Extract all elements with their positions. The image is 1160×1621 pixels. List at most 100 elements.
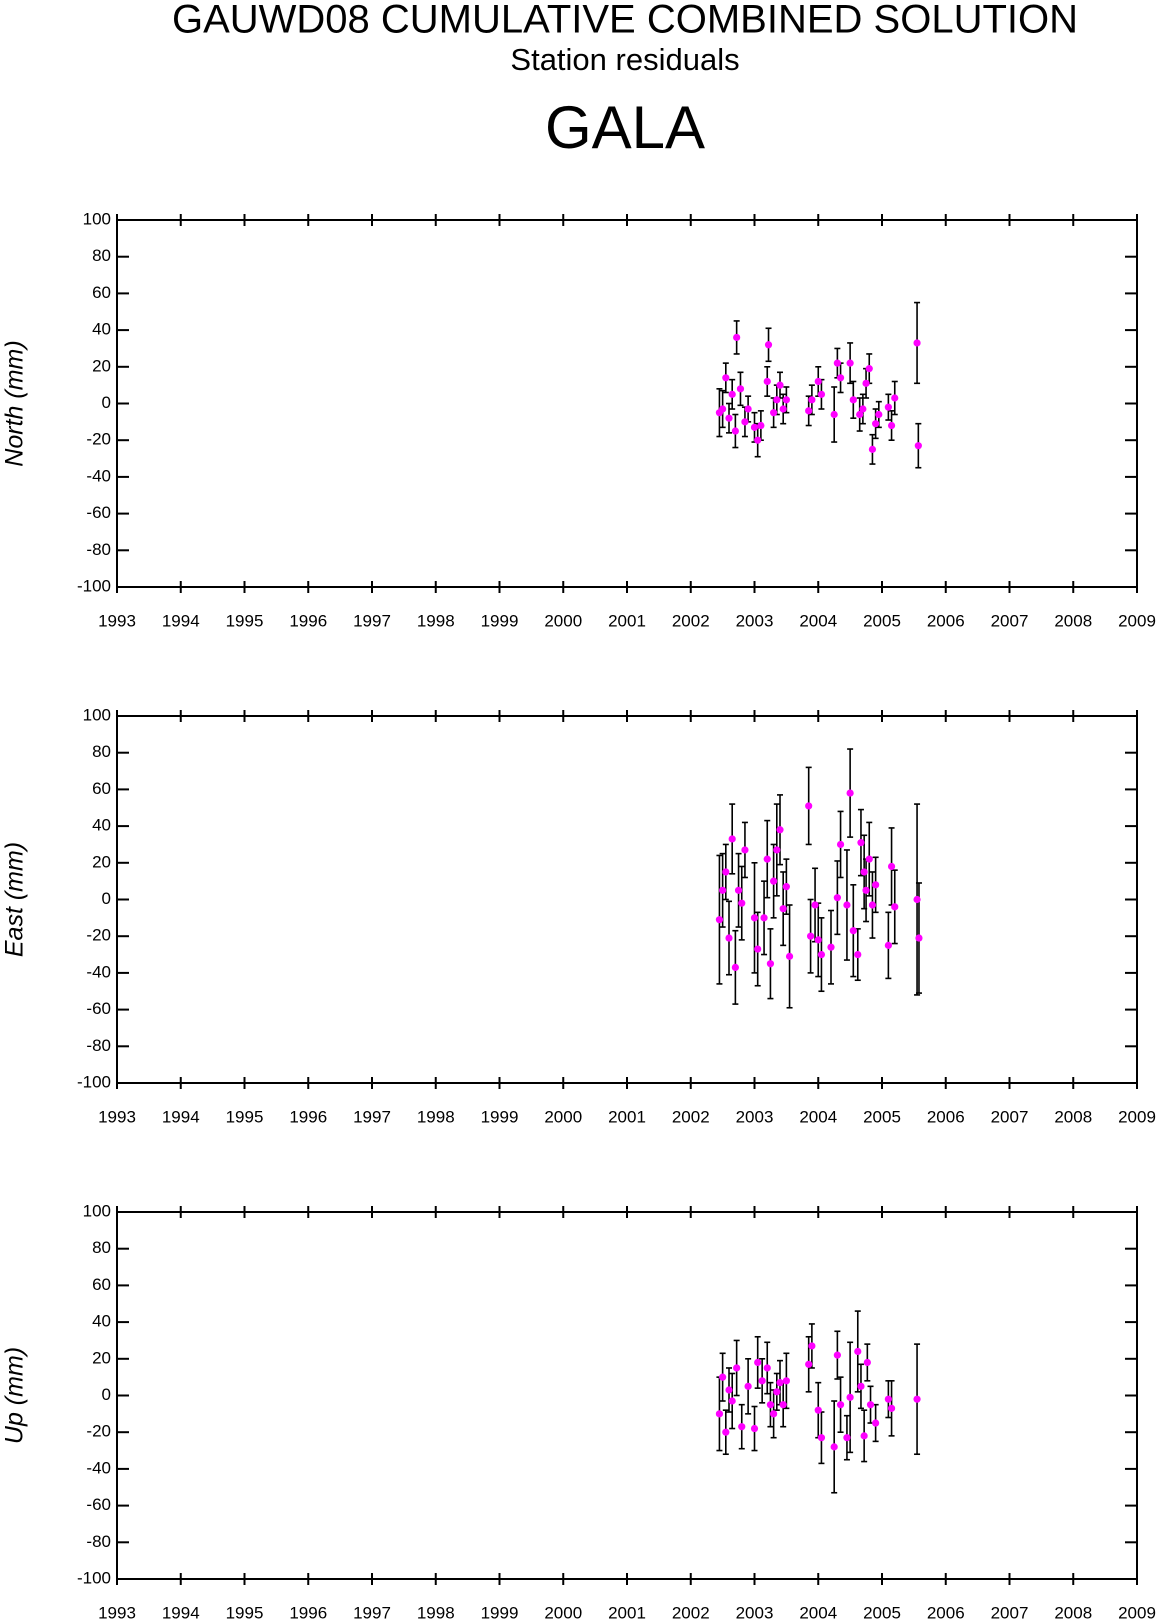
y-tick-label: 20 <box>92 852 111 871</box>
x-tick-label: 2000 <box>544 1107 582 1126</box>
x-tick-label: 2009 <box>1118 1603 1156 1621</box>
x-tick-label: 1999 <box>481 1107 519 1126</box>
y-tick-label: 60 <box>92 1275 111 1294</box>
point <box>773 1388 781 1396</box>
point <box>833 1351 841 1359</box>
point <box>846 359 854 367</box>
point <box>808 1342 816 1350</box>
x-tick-label: 2006 <box>927 611 965 630</box>
y-tick-label: -80 <box>86 1532 111 1551</box>
point <box>750 423 759 431</box>
y-axis-label: East (mm) <box>1 842 29 957</box>
point <box>865 855 873 863</box>
x-tick-label: 2005 <box>863 1603 901 1621</box>
point <box>805 1360 813 1368</box>
point <box>744 405 752 413</box>
point <box>866 1401 875 1409</box>
point <box>830 1443 838 1451</box>
point <box>872 881 880 889</box>
point <box>779 905 787 913</box>
x-tick-label: 1999 <box>481 611 519 630</box>
point <box>817 390 826 398</box>
x-tick-label: 1997 <box>353 1603 391 1621</box>
point <box>884 403 892 411</box>
point <box>734 886 743 894</box>
point <box>862 379 870 387</box>
point <box>763 855 771 863</box>
point <box>728 835 736 843</box>
x-tick-label: 1994 <box>162 1603 200 1621</box>
point <box>836 374 845 382</box>
y-tick-label: 20 <box>92 356 111 375</box>
point <box>770 409 778 417</box>
point <box>915 934 923 942</box>
point <box>782 883 790 891</box>
x-tick-label: 1996 <box>289 1107 327 1126</box>
point <box>733 333 741 342</box>
y-tick-label: 20 <box>92 1348 111 1367</box>
point <box>722 1428 730 1436</box>
point <box>808 396 816 404</box>
point <box>722 374 730 382</box>
point <box>868 445 877 453</box>
point <box>872 420 880 428</box>
point <box>770 1410 778 1418</box>
point <box>833 894 841 902</box>
page-subtitle: Station residuals <box>510 42 739 77</box>
y-axis-label: North (mm) <box>1 340 29 466</box>
point <box>884 941 892 949</box>
point <box>868 901 877 909</box>
point <box>827 943 835 951</box>
y-tick-label: -40 <box>86 962 111 981</box>
point <box>754 945 762 953</box>
point <box>738 1423 746 1431</box>
point <box>766 960 775 968</box>
y-tick-label: -80 <box>86 540 111 559</box>
point <box>754 1358 762 1367</box>
y-tick-label: -60 <box>86 503 111 522</box>
x-tick-label: 1995 <box>226 611 264 630</box>
point <box>738 899 746 907</box>
point <box>750 914 759 922</box>
point <box>865 365 873 373</box>
y-tick-label: 0 <box>102 1385 111 1404</box>
point <box>725 1386 733 1394</box>
point <box>887 1404 896 1412</box>
x-tick-label: 2008 <box>1054 611 1092 630</box>
point <box>846 789 854 797</box>
point <box>754 436 762 444</box>
point <box>814 1406 822 1414</box>
point <box>884 1395 892 1403</box>
y-tick-label: 0 <box>102 889 111 908</box>
point <box>741 418 749 426</box>
point <box>857 1382 865 1390</box>
x-tick-label: 1993 <box>98 1107 136 1126</box>
point <box>763 1364 771 1372</box>
x-tick-label: 2008 <box>1054 1603 1092 1621</box>
x-tick-label: 2002 <box>672 1107 710 1126</box>
y-tick-label: 100 <box>83 209 111 228</box>
point <box>843 1434 851 1442</box>
point <box>757 421 765 430</box>
x-tick-label: 2000 <box>544 611 582 630</box>
point <box>773 846 781 854</box>
x-tick-label: 1993 <box>98 1603 136 1621</box>
x-tick-label: 2005 <box>863 611 901 630</box>
point <box>830 410 838 419</box>
x-tick-label: 2004 <box>799 611 837 630</box>
x-tick-label: 2004 <box>799 1107 837 1126</box>
point <box>913 339 921 347</box>
y-tick-label: -20 <box>86 430 111 449</box>
point <box>770 877 778 885</box>
point <box>779 405 787 413</box>
y-tick-label: 0 <box>102 393 111 412</box>
x-tick-label: 2003 <box>736 1603 774 1621</box>
x-tick-label: 1999 <box>481 1603 519 1621</box>
y-tick-label: 40 <box>92 320 111 339</box>
point <box>814 936 822 944</box>
x-tick-label: 2002 <box>672 611 710 630</box>
point <box>846 1393 854 1401</box>
x-tick-label: 1995 <box>226 1603 264 1621</box>
x-tick-label: 1998 <box>417 611 455 630</box>
